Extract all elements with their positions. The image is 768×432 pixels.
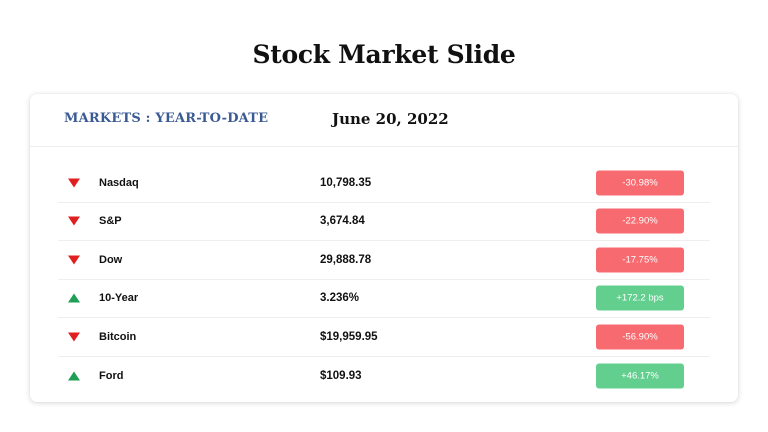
market-value: $109.93	[320, 369, 362, 382]
change-badge: +172.2 bps	[596, 285, 684, 311]
change-badge: -56.90%	[596, 324, 684, 350]
market-name: Ford	[99, 369, 124, 382]
market-row: Bitcoin $19,959.95 -56.90%	[58, 318, 710, 357]
triangle-down-icon	[68, 178, 80, 188]
triangle-up-icon	[68, 293, 80, 303]
market-name: Bitcoin	[99, 330, 137, 343]
markets-header-label: MARKETS : YEAR-TO-DATE	[64, 111, 269, 126]
market-row: S&P 3,674.84 -22.90%	[58, 203, 710, 241]
card-header: MARKETS : YEAR-TO-DATE June 20, 2022	[30, 94, 738, 147]
triangle-down-icon	[68, 216, 80, 226]
market-name: Dow	[99, 253, 123, 266]
market-value: $19,959.95	[320, 330, 378, 343]
market-name: S&P	[99, 215, 122, 228]
triangle-down-icon	[68, 255, 80, 265]
market-row: Nasdaq 10,798.35 -30.98%	[58, 164, 710, 203]
market-row: Ford $109.93 +46.17%	[58, 357, 710, 396]
market-value: 3,674.84	[320, 215, 365, 228]
market-name: Nasdaq	[99, 176, 139, 189]
change-badge: +46.17%	[596, 363, 684, 389]
markets-list: Nasdaq 10,798.35 -30.98% S&P 3,674.84 -2…	[30, 164, 738, 395]
triangle-up-icon	[68, 371, 80, 381]
market-value: 3.236%	[320, 292, 360, 305]
change-badge: -30.98%	[596, 170, 684, 196]
slide-title: Stock Market Slide	[252, 40, 516, 69]
market-row: Dow 29,888.78 -17.75%	[58, 241, 710, 280]
markets-date: June 20, 2022	[332, 110, 449, 128]
market-value: 29,888.78	[320, 253, 372, 266]
market-row: 10-Year 3.236% +172.2 bps	[58, 280, 710, 318]
markets-card: MARKETS : YEAR-TO-DATE June 20, 2022 Nas…	[30, 94, 738, 402]
change-badge: -17.75%	[596, 247, 684, 273]
market-name: 10-Year	[99, 292, 139, 305]
triangle-down-icon	[68, 332, 80, 342]
market-value: 10,798.35	[320, 176, 372, 189]
change-badge: -22.90%	[596, 208, 684, 234]
